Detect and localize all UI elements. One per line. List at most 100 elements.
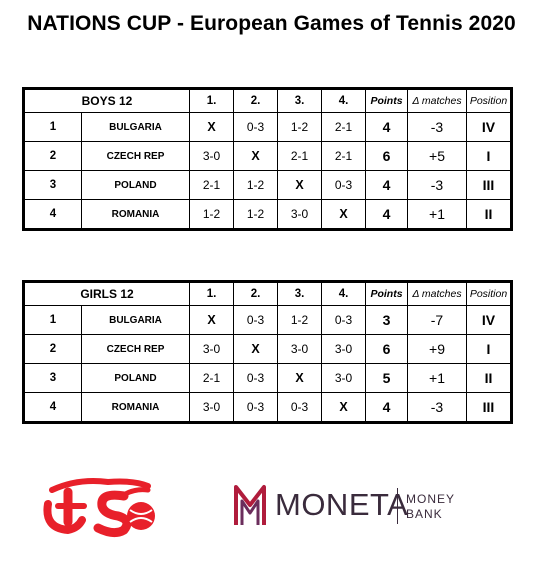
match-result-vs-3: 0-3: [277, 392, 322, 423]
position-value: IV: [466, 112, 512, 142]
match-result-vs-1: 2-1: [189, 170, 234, 200]
tennis-federation-logo-icon: [43, 478, 155, 538]
match-result-vs-1: X: [189, 112, 234, 142]
team-name: BULGARIA: [81, 305, 190, 335]
match-result-vs-2: 0-3: [233, 112, 278, 142]
moneta-money-text: MONEY: [406, 492, 456, 506]
row-number: 3: [23, 363, 82, 393]
position-value: I: [466, 141, 512, 171]
match-result-vs-4: 0-3: [321, 305, 366, 335]
match-result-vs-3: 1-2: [277, 112, 322, 142]
delta-matches-value: +5: [407, 141, 467, 171]
category-label: GIRLS 12: [23, 281, 190, 306]
column-header-position: Position: [466, 281, 512, 306]
team-name: POLAND: [81, 170, 190, 200]
position-value: III: [466, 170, 512, 200]
table-row: 3 POLAND 2-1 1-2 X 0-3 4 -3 III: [23, 170, 512, 200]
column-header-position: Position: [466, 88, 512, 113]
points-value: 4: [365, 170, 408, 200]
category-label: BOYS 12: [23, 88, 190, 113]
column-header-1: 1.: [189, 88, 234, 113]
match-result-vs-3: 2-1: [277, 141, 322, 171]
match-result-vs-1: 3-0: [189, 392, 234, 423]
match-result-vs-1: 3-0: [189, 141, 234, 171]
team-name: CZECH REP: [81, 141, 190, 171]
match-result-vs-2: 0-3: [233, 363, 278, 393]
row-number: 1: [23, 305, 82, 335]
boys-results-table: BOYS 12 1. 2. 3. 4. Points Δ matches Pos…: [22, 87, 513, 231]
delta-matches-value: +9: [407, 334, 467, 364]
table-row: 2 CZECH REP 3-0 X 3-0 3-0 6 +9 I: [23, 334, 512, 364]
column-header-2: 2.: [233, 281, 278, 306]
match-result-vs-4: 3-0: [321, 363, 366, 393]
match-result-vs-3: X: [277, 363, 322, 393]
match-result-vs-1: X: [189, 305, 234, 335]
table-row: 1 BULGARIA X 0-3 1-2 2-1 4 -3 IV: [23, 112, 512, 142]
team-name: BULGARIA: [81, 112, 190, 142]
row-number: 2: [23, 141, 82, 171]
match-result-vs-3: 1-2: [277, 305, 322, 335]
table-header-row: GIRLS 12 1. 2. 3. 4. Points Δ matches Po…: [23, 281, 512, 306]
delta-matches-value: +1: [407, 363, 467, 393]
column-header-delta-matches: Δ matches: [407, 281, 467, 306]
column-header-points: Points: [365, 88, 408, 113]
team-name: ROMANIA: [81, 199, 190, 230]
moneta-money-bank-logo: MONETA MONEY BANK: [233, 478, 473, 532]
match-result-vs-2: 1-2: [233, 170, 278, 200]
match-result-vs-3: X: [277, 170, 322, 200]
delta-matches-value: -3: [407, 170, 467, 200]
position-value: IV: [466, 305, 512, 335]
table-row: 4 ROMANIA 1-2 1-2 3-0 X 4 +1 II: [23, 199, 512, 230]
team-name: POLAND: [81, 363, 190, 393]
position-value: I: [466, 334, 512, 364]
match-result-vs-2: 1-2: [233, 199, 278, 230]
column-header-points: Points: [365, 281, 408, 306]
girls-results-table: GIRLS 12 1. 2. 3. 4. Points Δ matches Po…: [22, 280, 513, 424]
row-number: 4: [23, 199, 82, 230]
points-value: 3: [365, 305, 408, 335]
match-result-vs-3: 3-0: [277, 199, 322, 230]
match-result-vs-4: 0-3: [321, 170, 366, 200]
tennis-federation-logo: [38, 470, 162, 540]
match-result-vs-4: 2-1: [321, 112, 366, 142]
moneta-bank-text: BANK: [406, 507, 443, 521]
delta-matches-value: -3: [407, 392, 467, 423]
moneta-wordmark: MONETA: [275, 487, 409, 522]
match-result-vs-2: 0-3: [233, 305, 278, 335]
column-header-1: 1.: [189, 281, 234, 306]
match-result-vs-1: 3-0: [189, 334, 234, 364]
position-value: II: [466, 363, 512, 393]
points-value: 5: [365, 363, 408, 393]
match-result-vs-1: 1-2: [189, 199, 234, 230]
row-number: 3: [23, 170, 82, 200]
page-title: NATIONS CUP - European Games of Tennis 2…: [27, 12, 516, 35]
delta-matches-value: +1: [407, 199, 467, 230]
points-value: 4: [365, 392, 408, 423]
table-row: 3 POLAND 2-1 0-3 X 3-0 5 +1 II: [23, 363, 512, 393]
match-result-vs-4: X: [321, 199, 366, 230]
table-header-row: BOYS 12 1. 2. 3. 4. Points Δ matches Pos…: [23, 88, 512, 113]
column-header-2: 2.: [233, 88, 278, 113]
moneta-m-mark-icon: [234, 485, 266, 525]
logo-divider: [397, 488, 398, 524]
table-row: 1 BULGARIA X 0-3 1-2 0-3 3 -7 IV: [23, 305, 512, 335]
column-header-4: 4.: [321, 281, 366, 306]
row-number: 4: [23, 392, 82, 423]
column-header-4: 4.: [321, 88, 366, 113]
position-value: II: [466, 199, 512, 230]
column-header-delta-matches: Δ matches: [407, 88, 467, 113]
match-result-vs-2: X: [233, 334, 278, 364]
delta-matches-value: -7: [407, 305, 467, 335]
row-number: 1: [23, 112, 82, 142]
match-result-vs-2: X: [233, 141, 278, 171]
team-name: ROMANIA: [81, 392, 190, 423]
points-value: 6: [365, 334, 408, 364]
match-result-vs-4: 2-1: [321, 141, 366, 171]
table-row: 2 CZECH REP 3-0 X 2-1 2-1 6 +5 I: [23, 141, 512, 171]
match-result-vs-2: 0-3: [233, 392, 278, 423]
table-row: 4 ROMANIA 3-0 0-3 0-3 X 4 -3 III: [23, 392, 512, 423]
position-value: III: [466, 392, 512, 423]
row-number: 2: [23, 334, 82, 364]
match-result-vs-3: 3-0: [277, 334, 322, 364]
match-result-vs-1: 2-1: [189, 363, 234, 393]
